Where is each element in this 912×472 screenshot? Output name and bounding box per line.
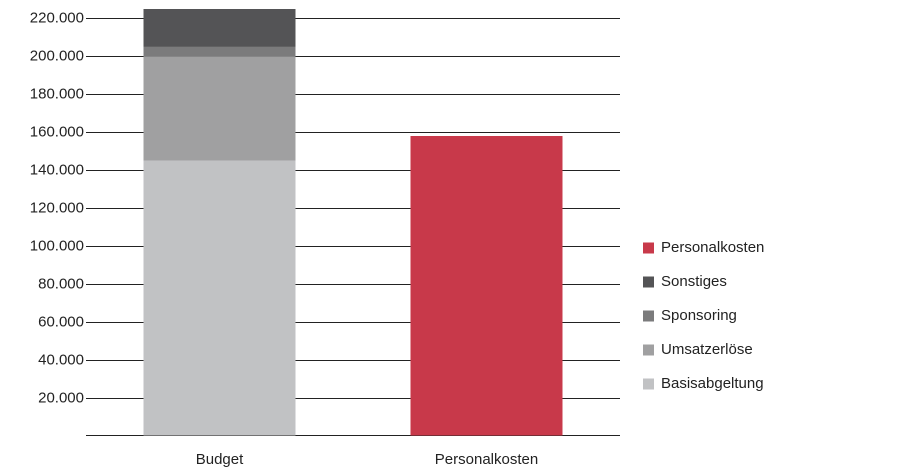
bar-segment [143, 9, 296, 47]
bar-segment [143, 160, 296, 436]
y-tick-label: 200.000 [30, 47, 84, 64]
x-tick-label: Personalkosten [435, 451, 538, 468]
y-tick-label: 120.000 [30, 199, 84, 216]
y-tick-label: 60.000 [38, 313, 84, 330]
legend-label: Umsatzerlöse [661, 341, 753, 358]
legend-label: Sponsoring [661, 307, 737, 324]
y-tick-label: 80.000 [38, 275, 84, 292]
bar-segment [143, 56, 296, 161]
legend-swatch [643, 378, 654, 390]
legend-label: Basisabgeltung [661, 375, 764, 392]
y-tick-label: 100.000 [30, 237, 84, 254]
y-tick-label: 20.000 [38, 389, 84, 406]
bar-segment [143, 46, 296, 57]
y-tick-label: 40.000 [38, 351, 84, 368]
y-tick-label: 160.000 [30, 123, 84, 140]
y-tick-label: 220.000 [30, 9, 84, 26]
legend-swatch [643, 310, 654, 322]
y-tick-label: 180.000 [30, 85, 84, 102]
legend-swatch [643, 242, 654, 254]
y-tick-label: 140.000 [30, 161, 84, 178]
legend-swatch [643, 276, 654, 288]
legend-label: Personalkosten [661, 239, 764, 256]
x-tick-label: Budget [196, 451, 244, 468]
bar-segment [410, 136, 563, 436]
legend-swatch [643, 344, 654, 356]
legend-label: Sonstiges [661, 273, 727, 290]
